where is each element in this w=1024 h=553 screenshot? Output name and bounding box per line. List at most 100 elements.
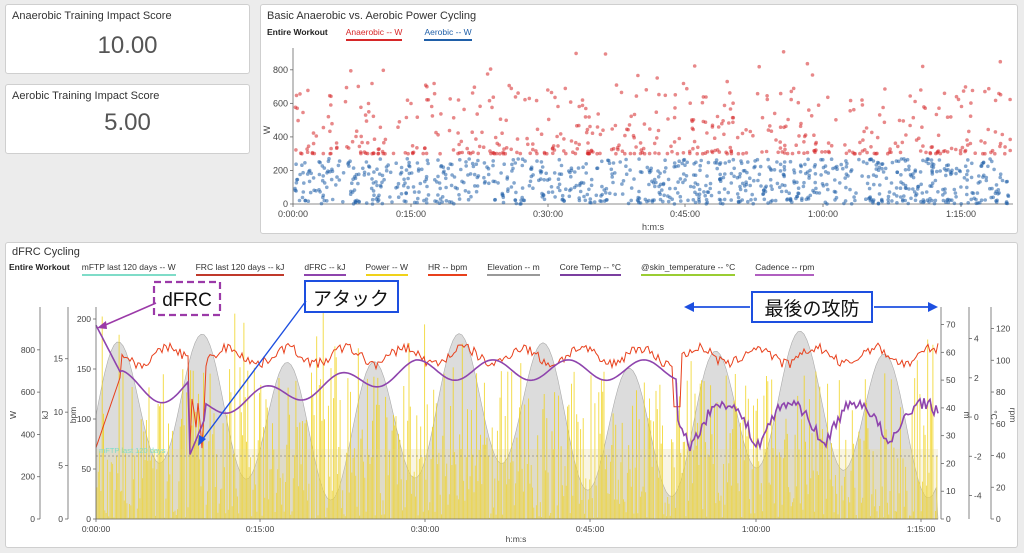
anaerobic-point	[306, 144, 311, 148]
aerobic-point	[679, 199, 683, 203]
w-tick-label: 0	[30, 514, 35, 524]
aerobic-point	[550, 190, 555, 194]
anaerobic-point	[583, 115, 588, 119]
legend-item-aerobic[interactable]: Aerobic -- W	[424, 27, 472, 41]
aerobic-point	[369, 186, 374, 191]
anaerobic-point	[820, 150, 824, 154]
legend-item[interactable]: Power -- W	[365, 262, 409, 276]
legend-item[interactable]: FRC last 120 days -- kJ	[195, 262, 285, 276]
legend-item[interactable]: Cadence -- rpm	[755, 262, 815, 276]
rpm-tick-label: 0	[996, 514, 1001, 524]
anaerobic-point	[301, 110, 305, 115]
anaerobic-point	[430, 114, 435, 118]
aerobic-point	[697, 187, 702, 192]
dfrc-callout-box	[152, 280, 222, 317]
anaerobic-point	[328, 129, 332, 134]
anaerobic-point	[365, 141, 370, 145]
anaerobic-point	[305, 150, 310, 154]
aerobic-point	[335, 175, 339, 179]
aerobic-point	[493, 179, 497, 184]
aerobic-point	[749, 198, 753, 202]
aerobic-point	[965, 172, 969, 177]
anaerobic-point	[921, 144, 925, 148]
aerobic-point	[294, 162, 298, 166]
aerobic-point	[594, 193, 599, 198]
anaerobic-point	[396, 125, 400, 129]
aerobic-point	[656, 175, 661, 179]
aerobic-point	[557, 182, 562, 187]
aerobic-point	[736, 195, 741, 200]
chart-legend: Entire Workout mFTP last 120 days -- W FR…	[9, 262, 815, 276]
anaerobic-point	[657, 92, 661, 97]
aerobic-point	[466, 173, 470, 177]
aerobic-point	[829, 157, 834, 161]
aerobic-point	[610, 175, 614, 179]
aerobic-point	[907, 164, 911, 169]
aerobic-point	[758, 164, 763, 169]
aerobic-point	[954, 195, 958, 199]
aerobic-point	[718, 198, 723, 202]
anaerobic-point	[789, 89, 794, 94]
aerobic-point	[661, 182, 666, 187]
aerobic-point	[469, 194, 473, 199]
aerobic-point	[319, 201, 324, 206]
aerobic-point	[656, 169, 660, 173]
anaerobic-point	[665, 151, 670, 156]
legend-item-anaerobic[interactable]: Anaerobic -- W	[345, 27, 403, 41]
aerobic-point	[520, 186, 525, 190]
anaerobic-point	[781, 50, 786, 54]
aerobic-point	[886, 194, 891, 199]
anaerobic-point	[710, 149, 714, 154]
aerobic-point	[986, 164, 990, 169]
aerobic-point	[611, 180, 615, 185]
aerobic-point	[668, 186, 672, 191]
legend-item[interactable]: mFTP last 120 days -- W	[81, 262, 176, 276]
anaerobic-point	[349, 69, 353, 73]
anaerobic-point	[798, 124, 803, 129]
aerobic-point	[717, 190, 721, 195]
anaerobic-point	[776, 150, 780, 155]
aerobic-point	[380, 173, 385, 178]
aerobic-point	[877, 192, 882, 196]
anaerobic-point	[376, 151, 380, 156]
aerobic-point	[698, 163, 702, 168]
aerobic-point	[974, 197, 978, 202]
legend-item[interactable]: @skin_temperature -- °C	[641, 262, 736, 276]
aerobic-point	[402, 177, 406, 182]
legend-item[interactable]: dFRC -- kJ	[304, 262, 346, 276]
anaerobic-point	[562, 149, 566, 153]
legend-item[interactable]: HR -- bpm	[428, 262, 468, 276]
anaerobic-point	[896, 144, 900, 149]
aerobic-point	[610, 172, 614, 176]
anaerobic-point	[700, 151, 705, 156]
legend-item[interactable]: Elevation -- m	[487, 262, 540, 276]
anaerobic-point	[740, 131, 745, 136]
aerobic-point	[676, 180, 680, 184]
aerobic-point	[399, 192, 404, 196]
x-axis-label: h:m:s	[642, 222, 665, 232]
aerobic-point	[396, 181, 401, 186]
aerobic-point	[600, 192, 604, 197]
anaerobic-point	[862, 129, 866, 134]
aerobic-point	[539, 177, 543, 181]
aerobic-point	[984, 178, 989, 183]
aerobic-point	[464, 164, 468, 168]
anaerobic-point	[729, 149, 733, 153]
aerobic-point	[556, 185, 560, 190]
aerobic-point	[860, 174, 864, 178]
aerobic-point	[440, 200, 444, 204]
aerobic-point	[446, 166, 451, 171]
aerobic-point	[753, 197, 758, 202]
aerobic-point	[433, 199, 437, 203]
aerobic-point	[351, 177, 355, 181]
tile-title: Anaerobic Training Impact Score	[12, 10, 172, 22]
anaerobic-point	[513, 95, 518, 99]
legend-label: mFTP last 120 days -- W	[81, 262, 176, 272]
anaerobic-point	[370, 81, 374, 86]
anaerobic-point	[498, 117, 503, 121]
aerobic-point	[978, 201, 982, 205]
legend-item[interactable]: Core Temp -- °C	[559, 262, 621, 276]
anaerobic-point	[344, 85, 349, 90]
anaerobic-point	[713, 148, 717, 153]
aerobic-point	[952, 187, 957, 192]
